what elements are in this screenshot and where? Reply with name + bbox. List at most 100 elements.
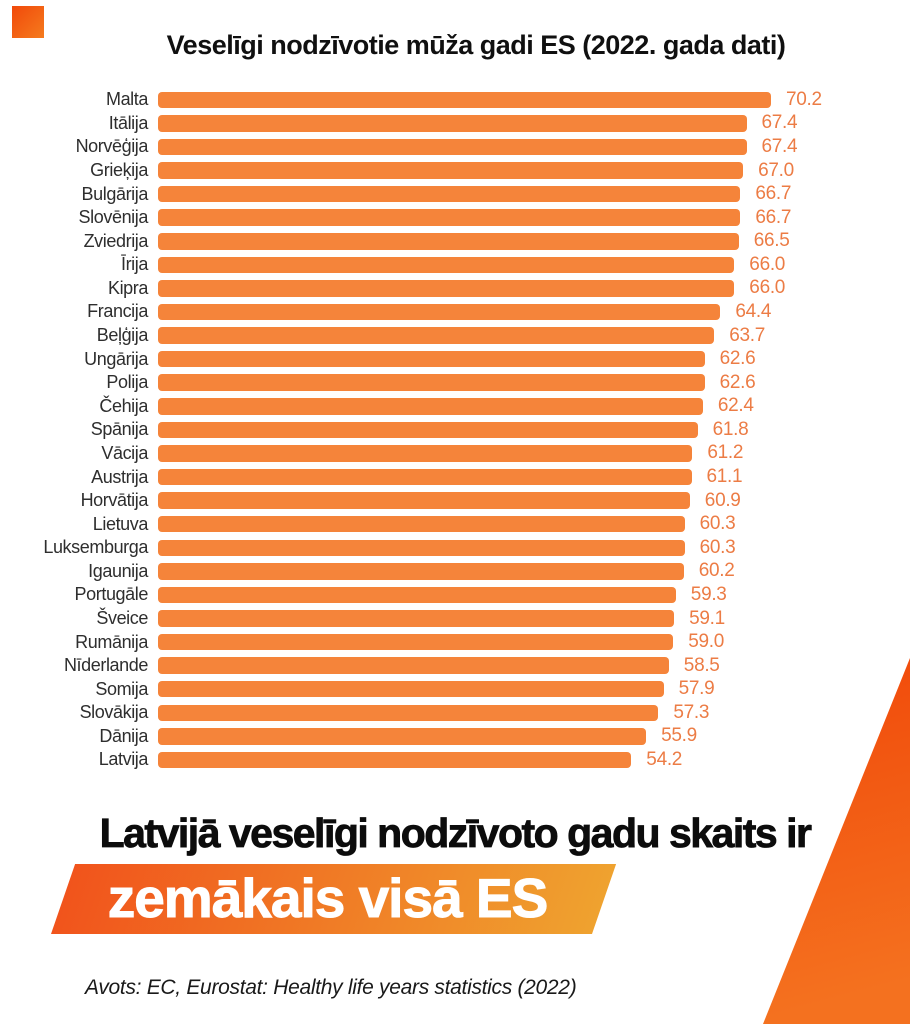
value-label: 61.1 (706, 466, 743, 488)
country-label: Polija (106, 372, 148, 393)
chart-row: Slovēnija 66.7 (0, 206, 910, 230)
value-label: 54.2 (646, 748, 683, 770)
value-bar (158, 539, 685, 557)
value-bar (158, 256, 735, 274)
chart-row: Norvēģija 67.4 (0, 135, 910, 159)
value-label: 61.8 (712, 418, 749, 440)
country-label: Luksemburga (43, 537, 148, 558)
chart-row: Spānija 61.8 (0, 418, 910, 442)
value-label: 61.2 (707, 442, 744, 464)
value-label: 62.4 (717, 395, 754, 417)
chart-row: Francija 64.4 (0, 300, 910, 324)
value-bar (158, 233, 739, 250)
value-label: 62.6 (719, 371, 756, 393)
value-label: 66.0 (749, 253, 786, 275)
bar-chart: Malta 70.2 Itālija 67.4 Norvēģija 67.4 Grieķij… (0, 88, 910, 772)
value-bar (158, 398, 703, 415)
country-label: Īrija (120, 254, 148, 275)
value-label: 66.7 (755, 183, 792, 205)
value-bar (158, 115, 747, 132)
chart-row: Itālija 67.4 (0, 112, 910, 136)
chart-row: Ungārija 62.6 (0, 347, 910, 371)
logo-mark (12, 6, 44, 38)
chart-row: Lietuva 60.3 (0, 512, 910, 536)
country-label: Igaunija (88, 560, 148, 581)
value-bar (158, 610, 675, 627)
chart-row: Beļģija 63.7 (0, 324, 910, 348)
value-label: 60.3 (699, 513, 736, 535)
value-label: 62.6 (719, 348, 756, 370)
banner-text: zemākais visā ES (107, 867, 549, 930)
country-label: Nīderlande (63, 655, 148, 676)
country-label: Malta (105, 89, 148, 110)
value-bar (158, 728, 647, 745)
value-bar (158, 492, 690, 509)
chart-row: Nīderlande 58.5 (0, 654, 910, 678)
headline: Latvijā veselīgi nodzīvoto gadu skaits i… (99, 810, 812, 857)
chart-row: Zviedrija 66.5 (0, 229, 910, 253)
value-bar (158, 209, 741, 226)
chart-row: Horvātija 60.9 (0, 489, 910, 513)
value-label: 59.3 (690, 583, 727, 605)
chart-row: Rumānija 59.0 (0, 630, 910, 654)
value-label: 66.0 (749, 277, 786, 299)
country-label: Austrija (91, 466, 148, 487)
value-bar (158, 327, 715, 344)
country-label: Norvēģija (75, 136, 149, 157)
value-bar (158, 138, 747, 156)
value-bar (158, 445, 693, 462)
chart-row: Slovākija 57.3 (0, 701, 910, 725)
value-bar (158, 515, 685, 533)
country-label: Rumānija (75, 631, 148, 652)
country-label: Slovākija (79, 702, 149, 723)
value-bar (158, 751, 632, 769)
value-bar (158, 563, 684, 580)
country-label: Zviedrija (83, 230, 149, 251)
chart-row: Čehija 62.4 (0, 395, 910, 419)
country-label: Vācija (101, 442, 148, 463)
chart-row: Luksemburga 60.3 (0, 536, 910, 560)
chart-row: Latvija 54.2 (0, 748, 910, 772)
value-label: 66.5 (753, 230, 790, 252)
value-label: 67.0 (758, 159, 794, 181)
source-citation: Avots: EC, Eurostat: Healthy life years … (85, 976, 577, 999)
chart-row: Kipra 66.0 (0, 277, 910, 301)
country-label: Portugāle (74, 584, 149, 605)
chart-row: Malta 70.2 (0, 88, 910, 112)
value-bar (158, 280, 735, 297)
chart-row: Somija 57.9 (0, 677, 910, 701)
highlight-banner: zemākais visā ES (51, 864, 617, 934)
country-label: Horvātija (80, 490, 149, 511)
value-bar (158, 162, 744, 179)
country-label: Latvija (98, 749, 149, 770)
value-label: 58.5 (683, 654, 720, 676)
value-bar (158, 374, 705, 391)
value-bar (158, 633, 674, 651)
value-label: 64.4 (735, 300, 772, 322)
value-bar (158, 586, 676, 604)
country-label: Bulgārija (81, 183, 149, 204)
chart-row: Vācija 61.2 (0, 442, 910, 466)
value-label: 55.9 (661, 725, 697, 747)
country-label: Grieķija (90, 160, 148, 181)
value-label: 70.2 (786, 88, 822, 110)
country-label: Somija (95, 678, 148, 699)
country-label: Beļģija (96, 325, 149, 346)
value-label: 60.3 (699, 536, 736, 558)
country-label: Ungārija (84, 348, 148, 369)
country-label: Itālija (108, 112, 149, 133)
value-label: 67.4 (761, 112, 798, 134)
chart-row: Īrija 66.0 (0, 253, 910, 277)
value-bar (158, 185, 741, 203)
value-bar (158, 421, 698, 439)
value-label: 57.9 (678, 678, 715, 700)
value-bar (158, 704, 659, 722)
value-bar (158, 350, 705, 368)
value-bar (158, 657, 669, 674)
value-bar (158, 680, 664, 698)
value-bar (158, 303, 721, 321)
chart-row: Igaunija 60.2 (0, 560, 910, 584)
value-bar (158, 91, 771, 109)
value-label: 60.2 (698, 560, 735, 582)
value-label: 59.1 (689, 607, 725, 629)
